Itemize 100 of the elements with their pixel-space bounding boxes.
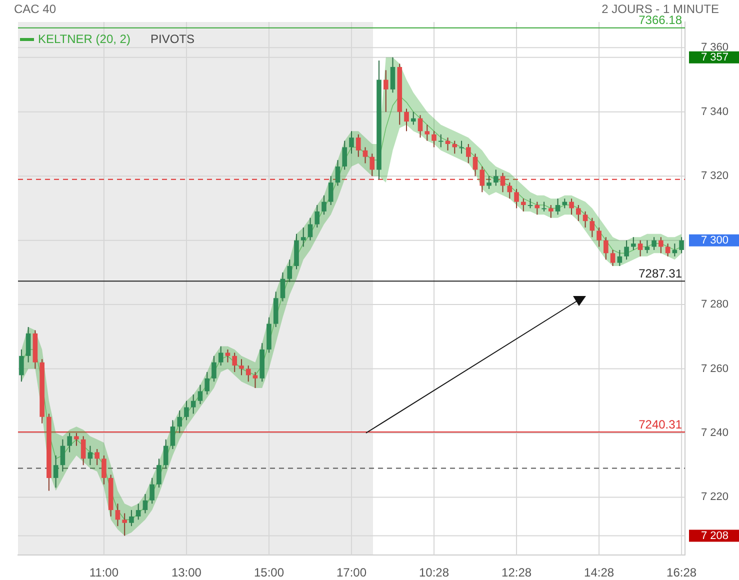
candlestick bbox=[300, 226, 306, 248]
ref-line-label: 7366.18 bbox=[638, 13, 682, 28]
candlestick bbox=[239, 358, 244, 376]
candlestick bbox=[60, 438, 66, 472]
candlestick bbox=[548, 204, 554, 218]
candlestick bbox=[521, 198, 526, 212]
candlestick bbox=[604, 236, 608, 260]
candlestick bbox=[610, 249, 616, 267]
candlestick bbox=[383, 70, 388, 112]
candlestick bbox=[432, 130, 436, 148]
candlestick bbox=[438, 134, 444, 148]
candlestick bbox=[410, 111, 416, 126]
candlestick bbox=[335, 160, 340, 186]
x-tick-label: 11:00 bbox=[89, 566, 119, 580]
chart-subtitle: 2 JOURS - 1 MINUTE bbox=[602, 2, 719, 16]
candlestick bbox=[342, 140, 348, 170]
candlestick bbox=[314, 204, 320, 228]
x-tick-label: 14:28 bbox=[584, 566, 614, 580]
candlestick bbox=[480, 166, 485, 193]
ref-line-label: 7240.31 bbox=[638, 417, 682, 432]
candlestick bbox=[459, 140, 464, 154]
candlestick bbox=[466, 144, 471, 164]
candlestick bbox=[74, 432, 79, 446]
candlestick bbox=[596, 226, 602, 248]
candlestick bbox=[19, 349, 24, 382]
candlestick bbox=[658, 236, 664, 254]
candlestick bbox=[218, 346, 224, 366]
candlestick bbox=[472, 153, 478, 177]
candlestick bbox=[204, 371, 210, 395]
candlestick bbox=[136, 503, 141, 520]
candlestick bbox=[198, 384, 203, 405]
candlestick bbox=[156, 458, 162, 488]
candlestick bbox=[362, 146, 368, 164]
candlestick bbox=[53, 454, 58, 488]
candlestick bbox=[390, 56, 396, 94]
candlestick bbox=[576, 204, 581, 222]
candlestick bbox=[486, 176, 492, 190]
candlestick bbox=[308, 217, 313, 241]
candlestick bbox=[631, 236, 636, 250]
candlestick bbox=[617, 249, 622, 267]
candlestick bbox=[115, 503, 120, 527]
candlestick bbox=[679, 236, 684, 254]
candlestick bbox=[452, 140, 458, 154]
y-tick-label: 7 208 bbox=[701, 530, 729, 542]
candlestick bbox=[94, 448, 100, 466]
candlestick bbox=[122, 512, 127, 536]
candlestick bbox=[80, 436, 86, 466]
candlestick bbox=[26, 326, 31, 363]
candlestick bbox=[328, 176, 334, 206]
candlestick bbox=[590, 217, 595, 238]
y-tick-label: 7 280 bbox=[701, 298, 729, 311]
candlestick bbox=[555, 198, 560, 216]
y-tick-label: 7 300 bbox=[701, 234, 729, 246]
y-tick-label: 7 320 bbox=[701, 170, 729, 182]
y-tick-label: 7 360 bbox=[701, 42, 729, 54]
candlestick bbox=[624, 240, 629, 260]
chart-title: CAC 40 bbox=[14, 2, 56, 16]
y-tick-label: 7 260 bbox=[701, 362, 729, 375]
candlestick bbox=[170, 420, 176, 450]
candlestick bbox=[322, 194, 326, 216]
y-tick-label: 7 220 bbox=[701, 491, 729, 504]
candlestick bbox=[287, 259, 292, 283]
candlestick bbox=[638, 240, 643, 257]
x-tick-label: 10:28 bbox=[419, 566, 450, 580]
candlestick bbox=[404, 108, 409, 132]
candlestick bbox=[102, 454, 106, 485]
y-tick-label: 7 340 bbox=[701, 106, 729, 118]
y-tick-label: 7 240 bbox=[701, 427, 729, 440]
candlestick bbox=[129, 510, 134, 527]
candlestick bbox=[514, 188, 519, 209]
candlestick bbox=[500, 172, 506, 193]
candlestick bbox=[212, 355, 216, 382]
x-tick-label: 13:00 bbox=[171, 566, 202, 580]
x-tick-label: 16:28 bbox=[666, 566, 697, 580]
x-tick-label: 15:00 bbox=[254, 566, 284, 580]
candlestick bbox=[184, 400, 189, 421]
candlestick bbox=[424, 124, 430, 142]
annotation: PIVOTS bbox=[150, 32, 194, 46]
candlestick bbox=[349, 130, 354, 154]
candlestick bbox=[507, 182, 512, 200]
candlestick bbox=[356, 134, 361, 158]
legend-label: KELTNER (20, 2) bbox=[38, 32, 130, 46]
candlestick bbox=[582, 210, 588, 228]
candlestick bbox=[493, 169, 498, 186]
candlestick bbox=[370, 153, 375, 177]
candlestick bbox=[190, 394, 196, 414]
candlestick bbox=[542, 201, 546, 212]
candlestick bbox=[528, 198, 533, 209]
ref-line-label: 7287.31 bbox=[638, 266, 682, 280]
candlestick bbox=[252, 371, 258, 389]
x-tick-label: 17:00 bbox=[336, 566, 367, 580]
x-tick-label: 12:28 bbox=[502, 566, 532, 580]
y-tick-label: 7 357 bbox=[701, 51, 729, 64]
candlestick bbox=[177, 410, 182, 434]
candlestick bbox=[67, 432, 72, 453]
candlestick bbox=[418, 114, 423, 138]
candlestick bbox=[150, 477, 154, 504]
candlestick bbox=[569, 198, 574, 216]
candlestick bbox=[652, 236, 656, 250]
candlestick bbox=[225, 349, 230, 363]
